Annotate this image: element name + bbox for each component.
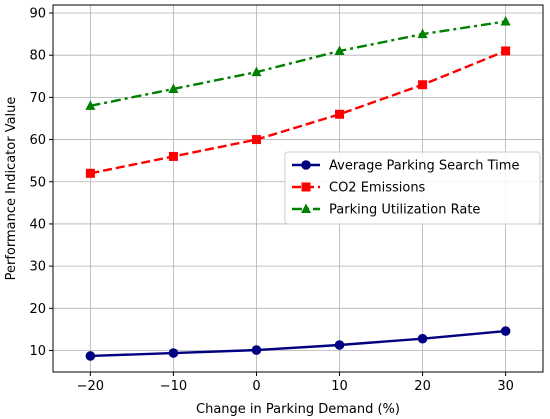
series-line xyxy=(90,329,506,358)
data-point xyxy=(251,66,262,77)
series-1 xyxy=(85,326,511,361)
y-tick-label: 80 xyxy=(29,49,46,64)
y-tick-label: 50 xyxy=(29,175,46,190)
legend-entry: Parking Utilization Rate xyxy=(329,203,480,218)
y-tick-label: 40 xyxy=(29,217,46,232)
data-point xyxy=(168,83,179,93)
data-point xyxy=(500,15,511,26)
y-tick-label: 70 xyxy=(29,91,46,106)
x-tick-label: −20 xyxy=(77,379,104,394)
y-tick-label: 60 xyxy=(29,133,46,148)
x-tick-label: 20 xyxy=(414,379,431,394)
y-tick-label: 90 xyxy=(29,7,46,22)
series-2 xyxy=(85,46,511,178)
data-point xyxy=(85,168,95,178)
y-tick-label: 20 xyxy=(29,302,46,317)
data-point xyxy=(251,135,261,145)
data-point xyxy=(335,109,345,119)
data-point xyxy=(501,46,511,56)
x-tick-label: −10 xyxy=(160,379,187,394)
x-axis-label: Change in Parking Demand (%) xyxy=(196,402,400,417)
legend-box xyxy=(284,151,541,225)
data-point xyxy=(251,345,262,355)
legend-entry: CO2 Emissions xyxy=(329,181,426,196)
data-point xyxy=(417,333,428,344)
data-point xyxy=(85,100,96,110)
data-point xyxy=(85,351,96,361)
legend-marker xyxy=(301,160,311,170)
legend: Average Parking Search Time CO2 Emissions… xyxy=(284,151,541,225)
data-point xyxy=(500,326,511,336)
legend-marker xyxy=(301,203,311,213)
series-line xyxy=(90,49,507,175)
data-point xyxy=(417,28,428,39)
data-point xyxy=(334,340,345,350)
x-tick-label: 10 xyxy=(331,379,348,394)
legend-marker xyxy=(301,182,311,192)
series-line xyxy=(90,20,506,107)
series-group xyxy=(85,15,511,361)
x-tick-label: 0 xyxy=(252,379,260,394)
x-tick-label: 30 xyxy=(497,379,514,394)
series-3 xyxy=(85,15,511,110)
y-axis-label: Performance Indicator Value xyxy=(4,97,19,281)
data-point xyxy=(334,45,345,55)
y-tick-label: 10 xyxy=(29,344,46,359)
y-tick-label: 30 xyxy=(29,260,46,275)
data-point xyxy=(168,348,179,358)
data-point xyxy=(168,151,178,161)
plot-frame xyxy=(52,4,544,373)
ticks: −20 −10 0 10 20 30 10 20 30 40 50 60 70 80 90 xyxy=(29,7,513,394)
data-point xyxy=(418,80,428,90)
legend-entry: Average Parking Search Time xyxy=(329,159,519,174)
